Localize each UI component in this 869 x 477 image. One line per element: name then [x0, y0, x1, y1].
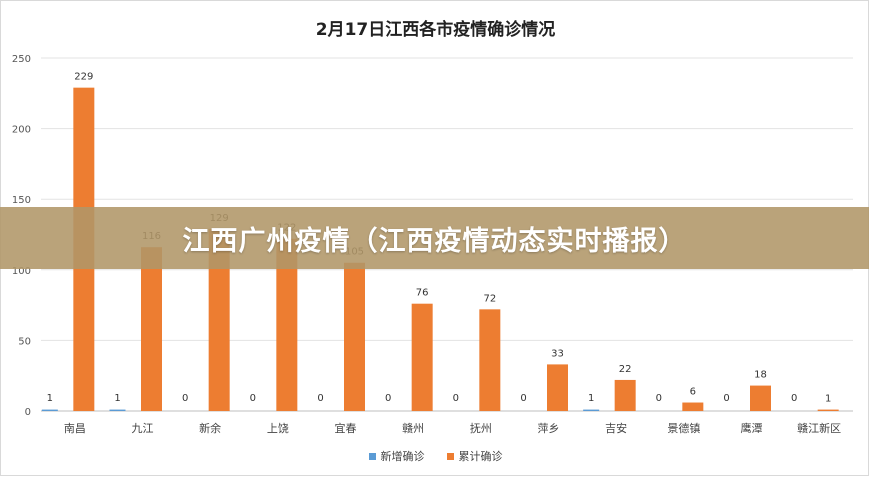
y-tick-label: 100	[12, 266, 31, 277]
bar-total	[479, 309, 501, 411]
data-label-total: 229	[74, 72, 93, 83]
data-label-new: 1	[588, 393, 594, 404]
data-label-total: 76	[416, 288, 429, 299]
bar-new	[41, 409, 58, 411]
bar-total	[682, 402, 704, 411]
data-label-new: 0	[317, 393, 323, 404]
data-label-total: 72	[483, 293, 496, 304]
x-tick-label: 新余	[199, 421, 221, 435]
chart-legend: 新增确诊 累计确诊	[1, 448, 869, 464]
overlay-banner: 江西广州疫情（江西疫情动态实时播报）	[0, 207, 869, 269]
y-tick-label: 150	[12, 195, 31, 206]
x-tick-label: 南昌	[64, 422, 86, 435]
bar-new	[583, 409, 600, 411]
legend-item-total: 累计确诊	[446, 448, 503, 464]
x-tick-label: 赣州	[402, 421, 424, 435]
bar-total	[411, 303, 433, 411]
y-tick-label: 0	[25, 407, 31, 418]
x-tick-label: 吉安	[605, 421, 627, 435]
x-tick-label: 九江	[132, 422, 154, 435]
legend-label-total: 累计确诊	[458, 450, 503, 463]
x-tick-label: 上饶	[267, 422, 289, 435]
y-tick-label: 200	[12, 125, 31, 136]
x-tick-label: 宜春	[335, 421, 357, 435]
x-tick-label: 萍乡	[538, 422, 560, 435]
bar-total	[750, 385, 771, 411]
x-tick-label: 抚州	[470, 421, 492, 435]
data-label-total: 18	[754, 370, 767, 381]
bar-total	[141, 247, 162, 411]
data-label-new: 0	[453, 393, 459, 404]
bar-total	[344, 262, 365, 411]
bar-total	[614, 379, 636, 411]
data-label-new: 0	[520, 393, 526, 404]
data-label-total: 6	[690, 387, 696, 398]
bar-total	[547, 364, 568, 411]
data-label-new: 0	[656, 393, 662, 404]
data-label-new: 0	[182, 393, 188, 404]
data-label-new: 0	[723, 393, 729, 404]
y-tick-label: 250	[12, 54, 31, 65]
legend-label-new: 新增确诊	[380, 450, 425, 463]
data-label-new: 1	[47, 393, 53, 404]
x-tick-label: 鹰潭	[741, 421, 763, 435]
bar-total	[276, 238, 298, 411]
chart-title: 2月17日江西各市疫情确诊情况	[315, 20, 556, 40]
x-tick-label: 赣江新区	[797, 421, 841, 435]
legend-item-new: 新增确诊	[368, 448, 425, 464]
data-label-new: 0	[385, 393, 391, 404]
data-label-total: 22	[619, 364, 632, 375]
legend-swatch-new	[368, 452, 376, 460]
bar-total	[208, 228, 230, 411]
data-label-total: 1	[825, 394, 831, 405]
data-label-total: 33	[551, 348, 564, 359]
banner-text: 江西广州疫情（江西疫情动态实时播报）	[182, 225, 687, 257]
data-label-new: 0	[250, 393, 256, 404]
legend-swatch-total	[446, 452, 454, 460]
x-tick-label: 景德镇	[667, 421, 700, 435]
y-tick-label: 50	[18, 336, 31, 347]
data-label-new: 0	[791, 393, 797, 404]
bar-total	[817, 409, 839, 411]
bar-new	[109, 409, 126, 411]
data-label-new: 1	[114, 393, 120, 404]
